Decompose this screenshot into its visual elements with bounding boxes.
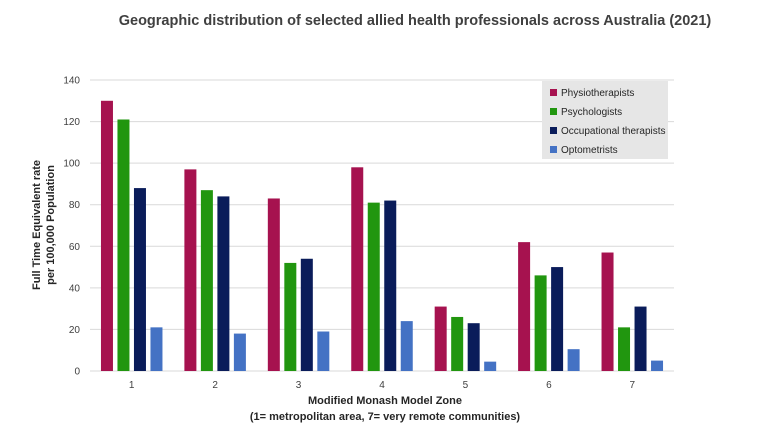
bar-psychologists-zone-1	[117, 119, 130, 371]
y-axis-ticks: 0 20 40 60 80 100 120 140	[63, 76, 80, 378]
bars	[100, 100, 664, 372]
bar-psychologists-zone-6	[534, 275, 547, 371]
bar-psychologists-zone-2	[200, 190, 213, 371]
x-axis-ticks: 1 2 3 4 5 6 7	[129, 380, 636, 391]
bar-physiotherapists-zone-7	[601, 252, 614, 371]
bar-occupational-therapists-zone-1	[133, 188, 146, 371]
legend-swatch	[550, 146, 557, 153]
x-tick-label: 2	[212, 380, 218, 391]
legend-label: Optometrists	[561, 145, 618, 156]
bar-physiotherapists-zone-3	[267, 198, 280, 371]
bar-occupational-therapists-zone-5	[467, 323, 480, 371]
legend-swatch	[550, 108, 557, 115]
bar-optometrists-zone-7	[651, 360, 664, 371]
y-tick-label: 0	[74, 367, 80, 378]
x-tick-label: 4	[379, 380, 385, 391]
bar-physiotherapists-zone-1	[100, 100, 113, 372]
y-axis-subtitle: per 100,000 Population	[45, 165, 57, 285]
legend-swatch	[550, 89, 557, 96]
x-tick-label: 6	[546, 380, 552, 391]
bar-occupational-therapists-zone-7	[634, 306, 647, 371]
legend-swatch	[550, 127, 557, 134]
bar-occupational-therapists-zone-6	[551, 267, 564, 371]
y-tick-label: 100	[63, 159, 80, 170]
x-tick-label: 7	[630, 380, 636, 391]
bar-occupational-therapists-zone-3	[300, 258, 313, 371]
x-axis-subtitle: (1= metropolitan area, 7= very remote co…	[250, 411, 521, 423]
bar-physiotherapists-zone-6	[518, 242, 531, 371]
bar-psychologists-zone-4	[367, 202, 380, 371]
legend-label: Occupational therapists	[561, 126, 666, 137]
x-axis-title: Modified Monash Model Zone	[308, 395, 462, 407]
bar-occupational-therapists-zone-4	[384, 200, 397, 371]
legend: Physiotherapists Psychologists Occupationa…	[542, 81, 668, 159]
bar-occupational-therapists-zone-2	[217, 196, 230, 371]
y-tick-label: 20	[69, 325, 81, 336]
bar-optometrists-zone-2	[233, 333, 246, 371]
legend-background	[542, 81, 668, 159]
chart-title: Geographic distribution of selected alli…	[119, 13, 712, 29]
bar-physiotherapists-zone-4	[351, 167, 364, 371]
y-tick-label: 40	[69, 283, 81, 294]
bar-physiotherapists-zone-2	[184, 169, 197, 371]
bar-optometrists-zone-5	[484, 361, 497, 371]
bar-psychologists-zone-3	[284, 262, 297, 371]
y-tick-label: 120	[63, 117, 80, 128]
bar-psychologists-zone-5	[451, 316, 464, 371]
bar-optometrists-zone-6	[567, 349, 580, 371]
bar-physiotherapists-zone-5	[434, 306, 447, 371]
bar-optometrists-zone-4	[400, 321, 413, 371]
y-tick-label: 80	[69, 200, 81, 211]
x-tick-label: 5	[463, 380, 469, 391]
bar-optometrists-zone-3	[317, 331, 330, 371]
legend-label: Psychologists	[561, 107, 622, 118]
bar-psychologists-zone-7	[618, 327, 631, 371]
y-tick-label: 60	[69, 242, 81, 253]
x-tick-label: 1	[129, 380, 135, 391]
legend-label: Physiotherapists	[561, 88, 634, 99]
x-tick-label: 3	[296, 380, 302, 391]
y-axis-title: Full Time Equivalent rate	[31, 160, 43, 290]
y-tick-label: 140	[63, 76, 80, 87]
bar-optometrists-zone-1	[150, 327, 163, 371]
